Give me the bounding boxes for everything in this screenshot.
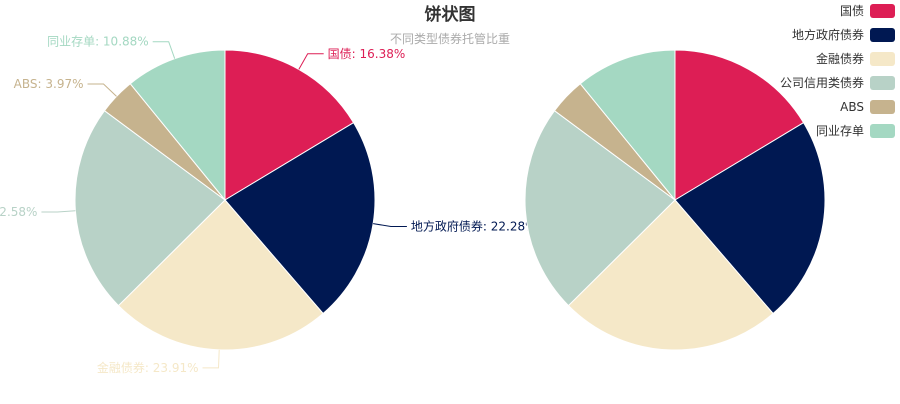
left-data-label-guozhai: 国债: 16.38% [328,47,406,61]
left-data-label-abs: ABS: 3.97% [14,77,84,91]
chart-title: 饼状图 [425,4,476,25]
legend-label-abs[interactable]: ABS [840,100,864,114]
right-pie-slice-local-gov-bond[interactable] [674,121,826,315]
chart-subtitle: 不同类型债券托管比重 [390,31,510,46]
legend-swatch-guozhai[interactable] [870,4,895,18]
legend-label-financial-bond[interactable]: 金融债券 [816,51,864,66]
right-pie-slice-guozhai[interactable] [674,49,805,201]
legend-label-corporate-credit-bond[interactable]: 公司信用类债券 [780,75,864,90]
left-pie-slice-local-gov-bond[interactable] [224,121,376,315]
legend-swatch-corporate-credit-bond[interactable] [870,76,895,90]
legend-swatch-abs[interactable] [870,100,895,114]
left-label-line-guozhai [298,53,324,70]
left-label-line-financial-bond [202,349,220,369]
left-label-line-abs [87,83,117,97]
right-pie-slice-ncd[interactable] [579,49,676,202]
legend-label-local-gov-bond[interactable]: 地方政府债券 [792,27,864,42]
left-pie-slice-financial-bond[interactable] [117,199,324,351]
pie-right [524,49,826,351]
left-data-label-financial-bond: 金融债券: 23.91% [97,360,199,375]
left-label-line-corporate-credit-bond [41,210,76,213]
legend-swatch-ncd[interactable] [870,124,895,138]
right-pie-slice-financial-bond[interactable] [567,199,774,351]
legend-swatch-local-gov-bond[interactable] [870,28,895,42]
left-pie-slice-ncd[interactable] [129,49,226,202]
legend-label-guozhai[interactable]: 国债 [840,4,864,18]
left-data-label-ncd: 同业存单: 10.88% [47,35,149,49]
left-data-label-local-gov-bond: 地方政府债券: 22.28% [411,218,537,233]
pie-left-labels: 国债: 16.38% 地方政府债券: 22.28% 金融债券: 23.91% 公司信用… [0,35,537,375]
left-label-line-ncd [152,41,176,59]
left-data-label-corporate-credit-bond: 公司信用类债券: 22.58% [0,204,37,219]
legend-label-ncd[interactable]: 同业存单 [816,124,864,138]
legend-swatch-financial-bond[interactable] [870,52,895,66]
pie-left [74,49,376,351]
right-pie-slice-corporate-credit-bond[interactable] [524,109,676,307]
left-label-line-local-gov-bond [373,223,407,227]
left-pie-slice-corporate-credit-bond[interactable] [74,109,226,307]
